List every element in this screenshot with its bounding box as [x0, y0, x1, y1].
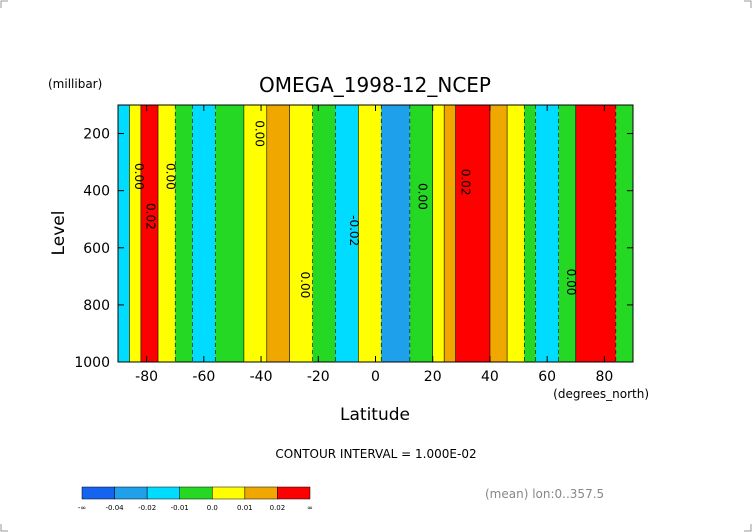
colorbar-swatch: [244, 486, 278, 500]
y-tick-label: 1000: [74, 355, 110, 371]
chart-title: OMEGA_1998-12_NCEP: [259, 73, 491, 97]
x-tick-label: 80: [595, 369, 613, 385]
omega-band: [615, 105, 633, 362]
omega-band: [575, 105, 616, 362]
x-tick-label: 20: [424, 369, 442, 385]
colorbar: -∞ -0.04 -0.02 -0.01 0.0 0.01 0.02 ∞: [78, 486, 313, 512]
colorbar-label: 0.01: [237, 504, 253, 512]
contour-label: 0.00: [164, 163, 178, 190]
colorbar-label: 0.0: [207, 504, 218, 512]
omega-band: [381, 105, 410, 362]
contour-label: 0.00: [415, 183, 429, 210]
omega-band: [455, 105, 490, 362]
omega-band: [192, 105, 216, 362]
contour-lines: [129, 105, 617, 362]
omega-band: [266, 105, 290, 362]
x-axis-label: Latitude: [340, 405, 410, 425]
omega-band: [140, 105, 159, 362]
colorbar-swatch: [146, 486, 180, 500]
x-tick-label: 60: [538, 369, 556, 385]
colorbar-swatch: [81, 486, 115, 500]
y-tick-label: 200: [83, 127, 110, 143]
omega-band: [129, 105, 141, 362]
omega-band: [358, 105, 382, 362]
omega-band: [444, 105, 456, 362]
y-axis: 200 400 600 800 1000: [74, 127, 633, 371]
x-tick-label: 40: [481, 369, 499, 385]
colorbar-label: -0.02: [138, 504, 156, 512]
colorbar-label: -0.04: [106, 504, 125, 512]
x-axis: -80 -60 -40 -20 0 20 40 60 80: [135, 105, 613, 385]
omega-band: [335, 105, 359, 362]
omega-band: [175, 105, 193, 362]
colorbar-swatch: [277, 486, 311, 500]
plot-area: [118, 105, 633, 362]
colorbar-label: ∞: [307, 504, 313, 512]
x-tick-label: -40: [250, 369, 273, 385]
contour-label: 0.00: [564, 269, 578, 296]
y-tick-label: 400: [83, 184, 110, 200]
contour-label: 0.00: [132, 163, 146, 190]
omega-band: [489, 105, 508, 362]
omega-band: [312, 105, 336, 362]
colorbar-swatch: [179, 486, 213, 500]
x-tick-label: -60: [192, 369, 215, 385]
omega-band: [558, 105, 576, 362]
contour-label: -0.02: [347, 215, 361, 246]
x-tick-label: 0: [371, 369, 380, 385]
contour-label: 0.02: [144, 203, 158, 230]
x-tick-label: -20: [307, 369, 330, 385]
omega-band: [524, 105, 536, 362]
omega-band: [243, 105, 267, 362]
omega-band: [215, 105, 244, 362]
contour-labels: 0.00 0.00 0.00 0.02 -0.02 0.00 0.02 0.00 0.00: [132, 120, 578, 298]
colorbar-label: 0.02: [270, 504, 286, 512]
colorbar-label: -0.01: [171, 504, 189, 512]
footnote: (mean) lon:0..357.5: [485, 487, 604, 501]
contour-interval-text: CONTOUR INTERVAL = 1.000E-02: [275, 447, 476, 461]
contour-label: 0.02: [458, 169, 472, 196]
omega-band: [289, 105, 313, 362]
omega-band: [432, 105, 445, 362]
colorbar-label: -∞: [78, 504, 86, 512]
y-tick-label: 600: [83, 241, 110, 257]
y-tick-label: 800: [83, 298, 110, 314]
colorbar-swatch: [114, 486, 148, 500]
omega-band: [118, 105, 130, 362]
omega-band: [535, 105, 559, 362]
x-axis-units: (degrees_north): [553, 387, 649, 401]
contour-label: 0.00: [252, 120, 266, 147]
omega-band: [158, 105, 176, 362]
units-label: (millibar): [48, 77, 102, 91]
omega-band: [507, 105, 525, 362]
x-tick-label: -80: [135, 369, 158, 385]
omega-band: [409, 105, 433, 362]
colorbar-swatch: [212, 486, 246, 500]
contour-label: 0.00: [298, 272, 312, 299]
y-axis-label: Level: [49, 211, 69, 256]
